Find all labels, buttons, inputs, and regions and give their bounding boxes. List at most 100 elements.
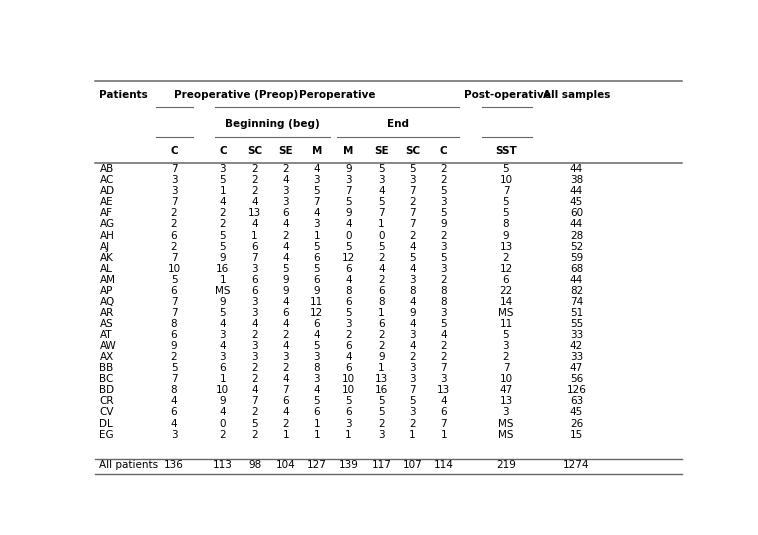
Text: 5: 5 [220, 231, 226, 241]
Text: BC: BC [99, 374, 114, 384]
Text: 3: 3 [440, 264, 447, 274]
Text: 4: 4 [409, 264, 416, 274]
Text: 5: 5 [314, 396, 320, 407]
Text: CV: CV [99, 408, 114, 417]
Text: 82: 82 [570, 286, 583, 296]
Text: 4: 4 [251, 385, 258, 395]
Text: 4: 4 [283, 374, 289, 384]
Text: 16: 16 [374, 385, 388, 395]
Text: 7: 7 [251, 253, 258, 263]
Text: AQ: AQ [99, 297, 114, 307]
Text: 4: 4 [251, 219, 258, 230]
Text: 7: 7 [171, 297, 177, 307]
Text: 4: 4 [440, 396, 447, 407]
Text: 2: 2 [283, 418, 289, 429]
Text: 2: 2 [378, 275, 385, 285]
Text: 4: 4 [345, 352, 352, 362]
Text: 74: 74 [570, 297, 583, 307]
Text: 1: 1 [440, 430, 447, 440]
Text: 2: 2 [251, 430, 258, 440]
Text: C: C [219, 146, 227, 156]
Text: 6: 6 [345, 341, 352, 351]
Text: 7: 7 [251, 396, 258, 407]
Text: 3: 3 [409, 275, 416, 285]
Text: 3: 3 [409, 363, 416, 373]
Text: 4: 4 [345, 275, 352, 285]
Text: 8: 8 [314, 363, 320, 373]
Text: 5: 5 [345, 197, 352, 208]
Text: 4: 4 [283, 253, 289, 263]
Text: 2: 2 [251, 374, 258, 384]
Text: 3: 3 [440, 242, 447, 251]
Text: 4: 4 [409, 242, 416, 251]
Text: 8: 8 [345, 286, 352, 296]
Text: 4: 4 [409, 341, 416, 351]
Text: 7: 7 [283, 385, 289, 395]
Text: 45: 45 [570, 197, 583, 208]
Text: 5: 5 [378, 396, 385, 407]
Text: 2: 2 [171, 219, 177, 230]
Text: 5: 5 [503, 209, 509, 218]
Text: 4: 4 [283, 341, 289, 351]
Text: 2: 2 [503, 253, 509, 263]
Text: 3: 3 [409, 408, 416, 417]
Text: 6: 6 [314, 275, 320, 285]
Text: 4: 4 [378, 186, 385, 196]
Text: 44: 44 [570, 186, 583, 196]
Text: 107: 107 [402, 460, 422, 470]
Text: 5: 5 [378, 242, 385, 251]
Text: 7: 7 [378, 209, 385, 218]
Text: 45: 45 [570, 408, 583, 417]
Text: 5: 5 [314, 341, 320, 351]
Text: 117: 117 [371, 460, 391, 470]
Text: 1: 1 [378, 308, 385, 318]
Text: 13: 13 [437, 385, 450, 395]
Text: 10: 10 [500, 374, 512, 384]
Text: 1: 1 [283, 430, 289, 440]
Text: 55: 55 [570, 319, 583, 329]
Text: AB: AB [99, 164, 114, 174]
Text: 139: 139 [339, 460, 359, 470]
Text: 5: 5 [378, 197, 385, 208]
Text: 3: 3 [503, 408, 509, 417]
Text: 47: 47 [500, 385, 512, 395]
Text: 9: 9 [171, 341, 177, 351]
Text: 0: 0 [346, 231, 352, 241]
Text: 1: 1 [378, 363, 385, 373]
Text: 4: 4 [283, 297, 289, 307]
Text: 68: 68 [570, 264, 583, 274]
Text: Peroperative: Peroperative [299, 90, 375, 100]
Text: 6: 6 [283, 209, 289, 218]
Text: 2: 2 [378, 330, 385, 340]
Text: 6: 6 [171, 286, 177, 296]
Text: 127: 127 [307, 460, 327, 470]
Text: 6: 6 [503, 275, 509, 285]
Text: 7: 7 [171, 197, 177, 208]
Text: DL: DL [99, 418, 113, 429]
Text: AH: AH [99, 231, 114, 241]
Text: 5: 5 [283, 264, 289, 274]
Text: 98: 98 [248, 460, 262, 470]
Text: 8: 8 [440, 297, 447, 307]
Text: 44: 44 [570, 164, 583, 174]
Text: 6: 6 [378, 286, 385, 296]
Text: 2: 2 [171, 209, 177, 218]
Text: SC: SC [247, 146, 262, 156]
Text: 113: 113 [213, 460, 233, 470]
Text: 1: 1 [314, 231, 320, 241]
Text: 3: 3 [314, 374, 320, 384]
Text: 3: 3 [440, 197, 447, 208]
Text: 2: 2 [220, 209, 226, 218]
Text: 3: 3 [345, 319, 352, 329]
Text: 5: 5 [220, 242, 226, 251]
Text: 2: 2 [220, 219, 226, 230]
Text: 10: 10 [342, 374, 355, 384]
Text: 7: 7 [440, 418, 447, 429]
Text: 12: 12 [342, 253, 356, 263]
Text: 1: 1 [314, 418, 320, 429]
Text: 3: 3 [283, 186, 289, 196]
Text: 10: 10 [168, 264, 180, 274]
Text: AM: AM [99, 275, 115, 285]
Text: 1: 1 [220, 374, 226, 384]
Text: 13: 13 [500, 396, 512, 407]
